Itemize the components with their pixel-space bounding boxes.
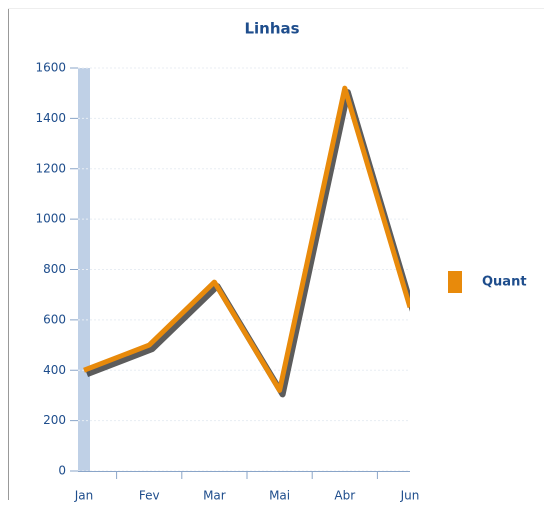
- x-tick-label: Mai: [269, 489, 290, 503]
- x-tick-label: Mar: [203, 489, 226, 503]
- y-tick-label: 1200: [35, 161, 66, 175]
- legend-label: Quant: [482, 275, 527, 290]
- legend-swatch: [448, 271, 462, 293]
- x-tick-label: Fev: [139, 489, 160, 503]
- x-tick-label: Jun: [400, 489, 420, 503]
- y-tick-label: 200: [43, 413, 66, 427]
- y-tick-label: 800: [43, 262, 66, 276]
- y-tick-label: 0: [58, 464, 66, 478]
- y-tick-label: 1000: [35, 212, 66, 226]
- line: [83, 85, 410, 393]
- chart-title: Linhas: [244, 20, 299, 38]
- y-tick-label: 1600: [35, 61, 66, 75]
- x-tick-label: Jan: [74, 489, 94, 503]
- y-tick-label: 1400: [35, 111, 66, 125]
- y-tick-label: 400: [43, 363, 66, 377]
- y-tick-label: 600: [43, 312, 66, 326]
- x-tick-label: Abr: [334, 489, 355, 503]
